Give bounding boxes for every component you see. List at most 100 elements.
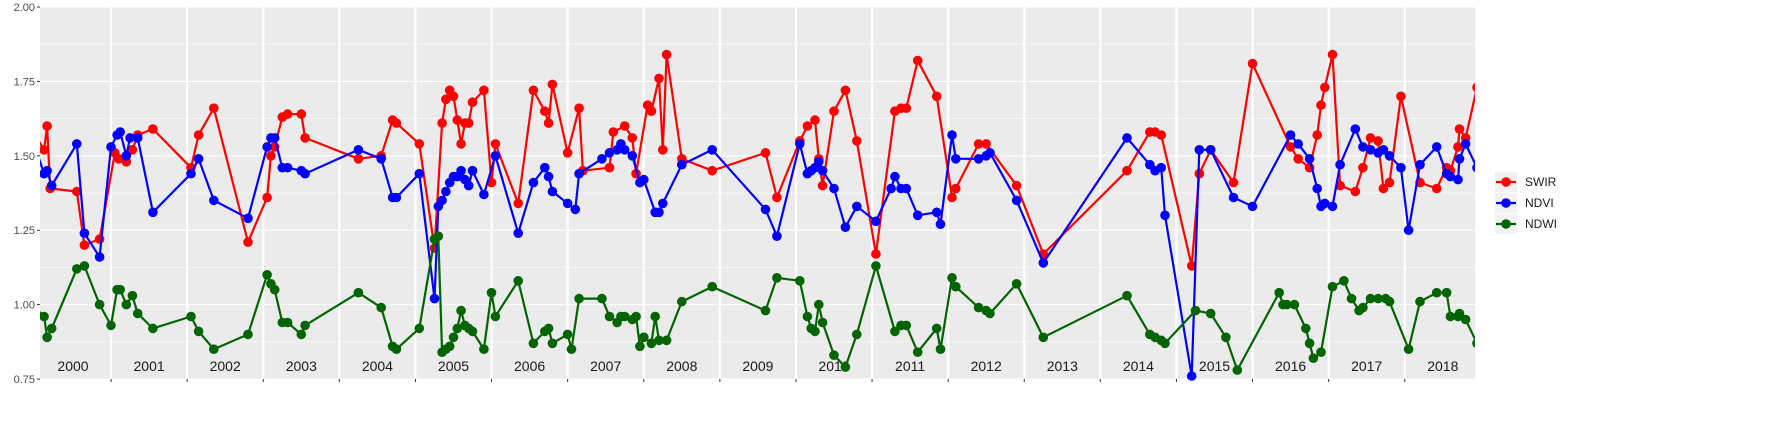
data-point-ndvi bbox=[1228, 192, 1239, 203]
data-point-swir bbox=[973, 139, 984, 149]
data-point-swir bbox=[262, 192, 272, 203]
data-point-swir bbox=[1327, 49, 1338, 60]
data-point-ndwi bbox=[639, 332, 649, 343]
data-point-ndwi bbox=[1282, 299, 1292, 310]
data-point-ndvi bbox=[1472, 163, 1475, 173]
data-point-ndvi bbox=[193, 154, 204, 164]
legend: SWIR NDVI NDWI bbox=[1495, 172, 1557, 234]
data-point-ndvi bbox=[814, 157, 824, 167]
data-point-swir bbox=[42, 121, 52, 131]
data-point-ndwi bbox=[46, 323, 57, 334]
data-point-swir bbox=[1454, 124, 1465, 134]
data-point-ndwi bbox=[115, 284, 125, 295]
data-point-ndvi bbox=[132, 133, 143, 143]
data-point-ndwi bbox=[547, 338, 558, 349]
data-point-ndwi bbox=[376, 302, 387, 313]
data-point-ndwi bbox=[1346, 293, 1357, 304]
year-label: 2007 bbox=[590, 358, 621, 374]
data-point-swir bbox=[113, 154, 124, 164]
year-label: 2004 bbox=[362, 358, 393, 374]
data-point-ndwi bbox=[94, 299, 105, 310]
data-point-swir bbox=[1556, 139, 1566, 149]
y-tick-label: 1.00 bbox=[14, 300, 35, 312]
data-point-ndwi bbox=[296, 329, 307, 340]
data-point-ndwi bbox=[1384, 296, 1395, 307]
data-point-swir bbox=[1624, 261, 1634, 271]
data-point-swir bbox=[1247, 58, 1258, 69]
data-point-ndvi bbox=[1628, 178, 1638, 188]
data-point-ndvi bbox=[513, 228, 523, 238]
data-point-swir bbox=[540, 106, 550, 116]
data-point-ndvi bbox=[1617, 359, 1627, 369]
data-point-ndwi bbox=[604, 311, 615, 322]
data-point-ndvi bbox=[106, 142, 116, 152]
data-point-ndvi bbox=[973, 154, 984, 164]
data-point-swir bbox=[1186, 261, 1197, 271]
data-point-ndwi bbox=[1301, 323, 1311, 334]
data-point-swir bbox=[1378, 183, 1389, 194]
data-point-ndwi bbox=[829, 350, 839, 361]
data-point-ndvi bbox=[1320, 198, 1330, 209]
data-point-swir bbox=[871, 249, 881, 259]
y-tick-label: 0.75 bbox=[14, 374, 35, 386]
data-point-swir bbox=[646, 106, 657, 116]
data-point-ndwi bbox=[1460, 314, 1471, 325]
data-point-swir bbox=[1350, 186, 1361, 197]
data-point-ndvi bbox=[391, 192, 402, 203]
y-tick-label: 1.75 bbox=[14, 76, 35, 88]
data-point-ndvi bbox=[1403, 225, 1414, 235]
data-point-swir bbox=[353, 154, 364, 164]
year-label: 2003 bbox=[286, 358, 317, 374]
data-point-ndvi bbox=[852, 201, 862, 212]
data-point-ndvi bbox=[935, 219, 946, 229]
data-point-swir bbox=[1645, 139, 1655, 149]
data-point-swir bbox=[300, 133, 310, 143]
data-point-swir bbox=[1285, 142, 1296, 152]
data-point-swir bbox=[1312, 130, 1322, 140]
data-point-swir bbox=[127, 145, 138, 155]
data-point-ndwi bbox=[890, 326, 900, 337]
y-axis: 0.75 1.00 1.25 1.50 1.75 2.00 bbox=[14, 2, 40, 386]
data-point-swir bbox=[1156, 130, 1166, 140]
data-point-ndwi bbox=[931, 323, 942, 334]
data-point-ndvi bbox=[441, 186, 451, 197]
data-point-ndwi bbox=[452, 323, 463, 334]
data-point-ndwi bbox=[1541, 321, 1551, 331]
data-point-ndvi bbox=[1533, 139, 1543, 149]
data-point-ndvi bbox=[1378, 145, 1389, 155]
data-point-ndvi bbox=[115, 127, 125, 137]
data-point-ndwi bbox=[1308, 353, 1319, 364]
data-point-ndvi bbox=[1632, 133, 1642, 143]
data-point-ndvi bbox=[376, 154, 387, 164]
data-point-ndwi bbox=[42, 332, 52, 343]
data-point-ndvi bbox=[479, 189, 489, 200]
data-point-ndwi bbox=[148, 323, 158, 334]
data-point-ndvi bbox=[414, 168, 425, 179]
data-point-ndvi bbox=[1122, 133, 1132, 143]
data-point-swir bbox=[1358, 162, 1368, 173]
data-point-swir bbox=[1453, 142, 1463, 152]
data-point-ndwi bbox=[654, 335, 664, 346]
data-point-ndwi bbox=[121, 299, 132, 310]
data-point-ndvi bbox=[1454, 154, 1465, 164]
data-point-swir bbox=[448, 91, 459, 102]
data-point-ndwi bbox=[935, 344, 946, 355]
data-point-swir bbox=[574, 103, 584, 113]
data-point-ndwi bbox=[1190, 305, 1201, 316]
data-point-ndwi bbox=[1358, 302, 1368, 313]
data-point-swir bbox=[40, 145, 49, 155]
data-point-ndwi bbox=[646, 338, 657, 349]
data-point-ndvi bbox=[886, 183, 896, 194]
data-point-ndvi bbox=[243, 213, 253, 224]
data-point-swir bbox=[547, 79, 558, 90]
data-point-ndvi bbox=[1304, 154, 1315, 164]
data-point-ndvi bbox=[658, 198, 668, 209]
data-point-ndvi bbox=[1590, 190, 1600, 200]
data-point-ndwi bbox=[973, 302, 984, 313]
data-point-swir bbox=[437, 118, 447, 128]
data-point-ndvi bbox=[72, 139, 82, 149]
series-swir bbox=[40, 49, 1655, 271]
data-point-ndvi bbox=[654, 207, 664, 218]
data-point-ndvi bbox=[186, 168, 196, 179]
data-point-ndwi bbox=[132, 308, 143, 319]
